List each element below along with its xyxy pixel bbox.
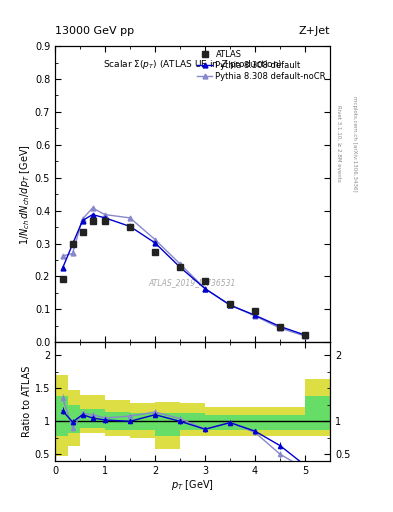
Legend: ATLAS, Pythia 8.308 default, Pythia 8.308 default-noCR: ATLAS, Pythia 8.308 default, Pythia 8.30…: [197, 50, 326, 80]
Y-axis label: $1/N_{ch}\,dN_{ch}/dp_T$ [GeV]: $1/N_{ch}\,dN_{ch}/dp_T$ [GeV]: [18, 144, 32, 245]
Text: Rivet 3.1.10, ≥ 2.8M events: Rivet 3.1.10, ≥ 2.8M events: [336, 105, 341, 182]
Text: ATLAS_2019_I1736531: ATLAS_2019_I1736531: [149, 279, 236, 288]
Y-axis label: Ratio to ATLAS: Ratio to ATLAS: [22, 366, 32, 437]
Text: 13000 GeV pp: 13000 GeV pp: [55, 26, 134, 36]
Text: mcplots.cern.ch [arXiv:1306.3436]: mcplots.cern.ch [arXiv:1306.3436]: [352, 96, 357, 191]
Text: Scalar $\Sigma(p_T)$ (ATLAS UE in $Z$ production): Scalar $\Sigma(p_T)$ (ATLAS UE in $Z$ pr…: [103, 58, 282, 71]
Text: Z+Jet: Z+Jet: [299, 26, 330, 36]
X-axis label: $p_T$ [GeV]: $p_T$ [GeV]: [171, 478, 214, 493]
